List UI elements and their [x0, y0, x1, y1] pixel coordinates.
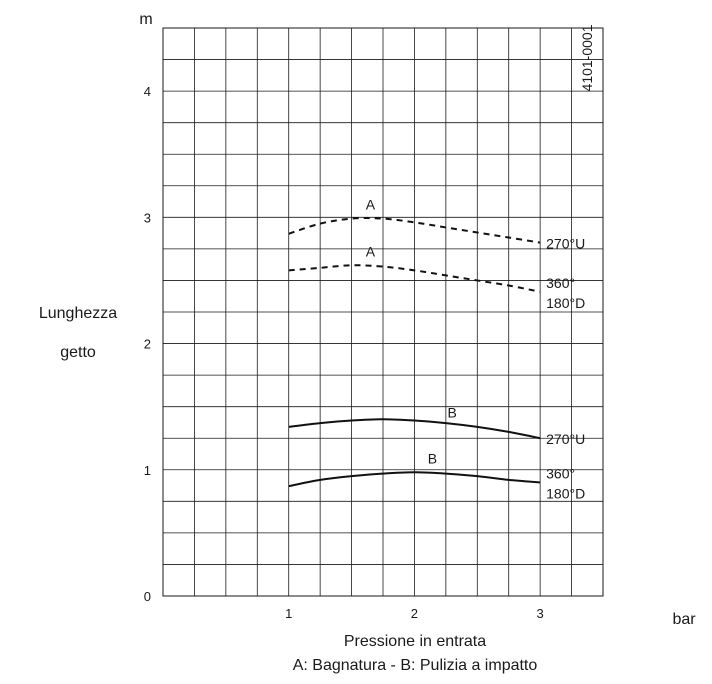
labels: m bar Lunghezza getto Pressione in entra… — [39, 11, 696, 674]
legend-text: A: Bagnatura - B: Pulizia a impatto — [293, 657, 538, 674]
curve-label: A — [366, 197, 376, 213]
ylabel-line-1: Lunghezza — [39, 305, 117, 322]
curve-label: B — [428, 450, 437, 466]
y-tick-label: 2 — [144, 337, 151, 352]
series-end-label: 360° — [546, 275, 575, 291]
series-line-3 — [288, 418, 541, 440]
series-line-1 — [288, 217, 541, 244]
curves — [288, 217, 541, 488]
series-end-label: 180°D — [546, 295, 585, 311]
grid — [162, 27, 604, 597]
y-tick-label: 4 — [144, 84, 151, 99]
y-unit: m — [139, 11, 152, 28]
curve-label: B — [447, 404, 456, 420]
x-unit: bar — [672, 611, 696, 628]
plot-frame — [162, 27, 604, 597]
y-tick-label: 3 — [144, 210, 151, 225]
ylabel-line-2: getto — [60, 344, 96, 361]
series-line-4 — [288, 471, 541, 488]
figure-code: 4101-0001 — [579, 24, 595, 91]
x-tick-label: 1 — [285, 606, 292, 621]
curve-label: A — [366, 243, 376, 259]
series-end-label: 270°U — [546, 236, 585, 252]
series-end-label: 360° — [546, 465, 575, 481]
x-axis-label: Pressione in entrata — [344, 633, 486, 650]
x-tick-label: 3 — [537, 606, 544, 621]
y-tick-label: 0 — [144, 589, 151, 604]
series-end-label: 180°D — [546, 485, 585, 501]
y-tick-label: 1 — [144, 463, 151, 478]
series-line-2 — [288, 264, 541, 293]
x-tick-label: 2 — [411, 606, 418, 621]
ticks: 1 2 3 0 1 2 3 4 — [144, 84, 544, 621]
series-end-label: 270°U — [546, 431, 585, 447]
